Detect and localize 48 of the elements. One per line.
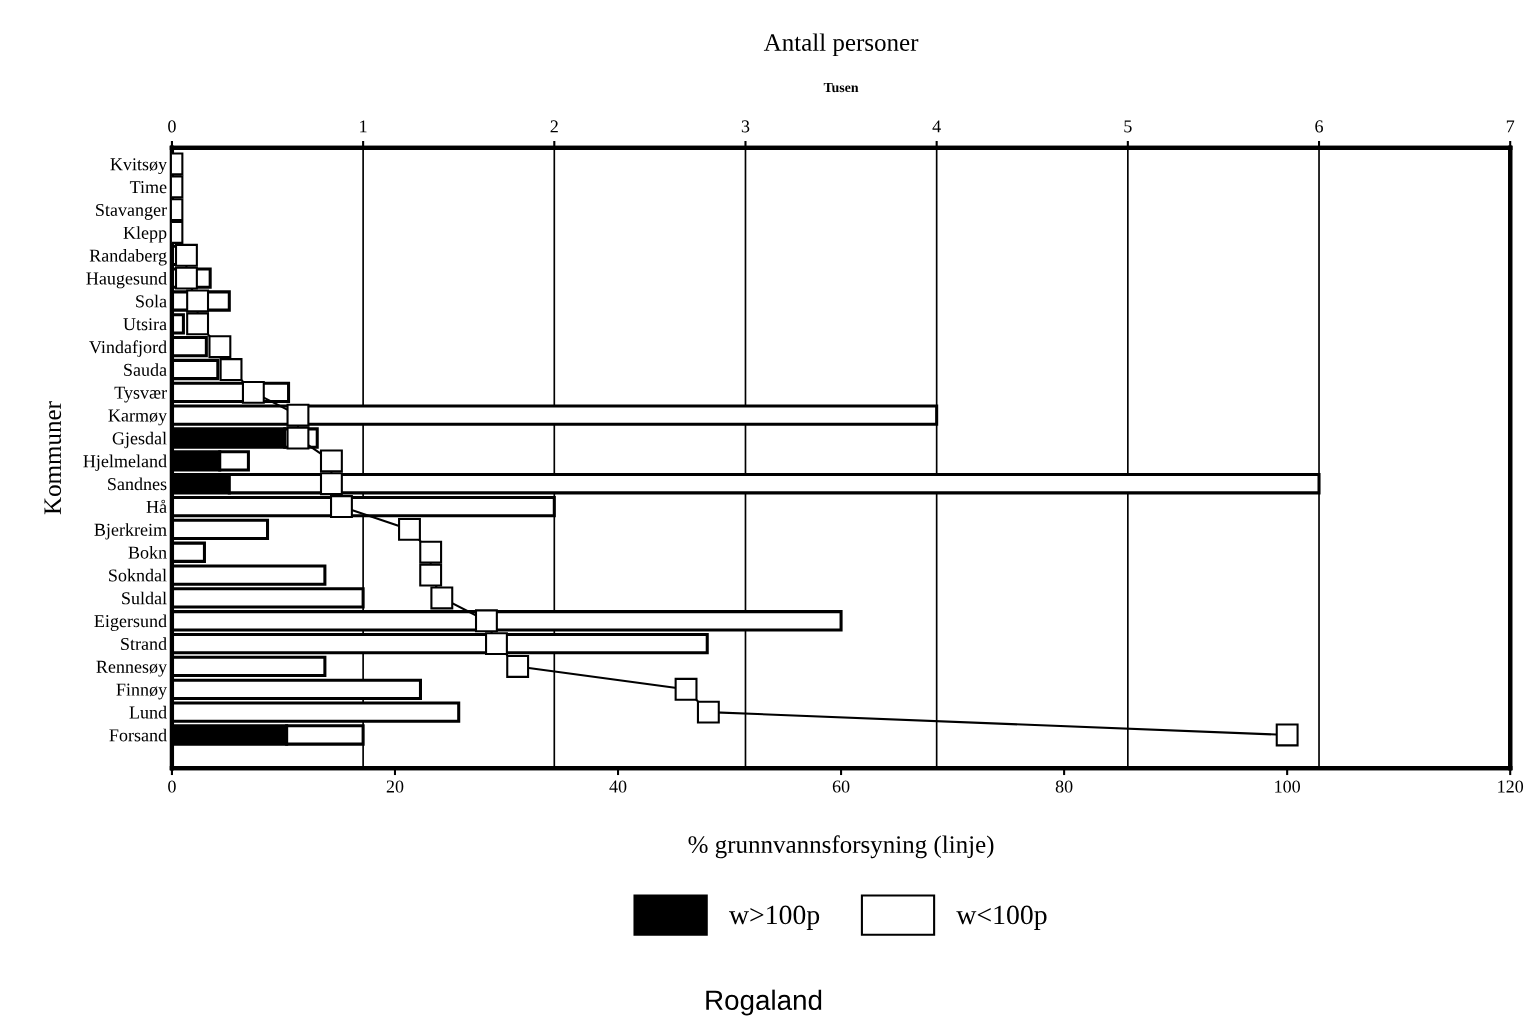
x2-tick-label: 6 bbox=[1315, 120, 1323, 133]
chart-title: Antall personer bbox=[763, 33, 919, 57]
y-tick-label: Lund bbox=[129, 705, 167, 719]
y-tick-label: Forsand bbox=[109, 728, 167, 742]
x2-tick-label: 0 bbox=[168, 120, 176, 133]
x-tick-label: 60 bbox=[832, 780, 850, 793]
x-tick-label: 100 bbox=[1275, 780, 1301, 793]
y-tick-label: Haugesund bbox=[86, 271, 167, 289]
y-tick-label: Suldal bbox=[122, 591, 167, 605]
y-tick-label: Sauda bbox=[124, 363, 167, 376]
y-tick-label: Gjesdal bbox=[112, 431, 167, 449]
y-tick-label: Bjerkreim bbox=[94, 523, 167, 540]
y-tick-label: Hjelmeland bbox=[83, 454, 167, 471]
y-axis-title: Kommuner bbox=[44, 401, 62, 515]
text: Rogaland bbox=[706, 989, 822, 1016]
y-tick-label: Stavanger bbox=[96, 203, 167, 220]
y-tick-label: Tysvær bbox=[114, 386, 167, 403]
x2-axis-title: Tusen bbox=[823, 82, 859, 93]
x-tick-label: 80 bbox=[1055, 780, 1073, 793]
y-tick-label: Vindafjord bbox=[89, 340, 167, 357]
x2-tick-label: 4 bbox=[932, 120, 941, 133]
legend-label: w<100p bbox=[956, 905, 1047, 930]
x2-tick-label: 2 bbox=[550, 120, 558, 133]
y-tick-label: Sola bbox=[136, 294, 167, 308]
x2-tick-label: 7 bbox=[1506, 120, 1515, 133]
y-tick-label: Bokn bbox=[128, 545, 167, 559]
y-tick-label: Klepp bbox=[123, 226, 167, 243]
y-tick-label: Eigersund bbox=[94, 614, 167, 631]
x-axis-title: % grunnvannsforsyning (linje) bbox=[688, 835, 994, 859]
x-tick-label: 40 bbox=[609, 780, 627, 793]
legend-label: w>100p bbox=[728, 905, 820, 930]
y-tick-label: Randaberg bbox=[89, 249, 167, 266]
y-tick-label: Time bbox=[129, 181, 167, 194]
y-tick-label: Rennesøy bbox=[96, 660, 167, 677]
y-tick-label: Finnøy bbox=[116, 683, 168, 700]
x-tick-label: 0 bbox=[168, 780, 176, 793]
x-tick-label: 20 bbox=[386, 780, 404, 793]
y-tick-label: Karmøy bbox=[108, 409, 168, 426]
y-tick-label: Sandnes bbox=[108, 477, 167, 491]
y-tick-label: Strand bbox=[121, 637, 167, 651]
x2-tick-label: 5 bbox=[1124, 120, 1132, 133]
x-tick-label: 120 bbox=[1498, 780, 1524, 793]
y-tick-label: Hå bbox=[146, 499, 167, 513]
x2-tick-label: 3 bbox=[741, 120, 750, 133]
y-tick-label: Utsira bbox=[123, 318, 167, 331]
x2-tick-label: 1 bbox=[360, 120, 367, 133]
y-tick-label: Sokndal bbox=[109, 568, 167, 582]
y-tick-label: Kvitsøy bbox=[110, 158, 168, 175]
